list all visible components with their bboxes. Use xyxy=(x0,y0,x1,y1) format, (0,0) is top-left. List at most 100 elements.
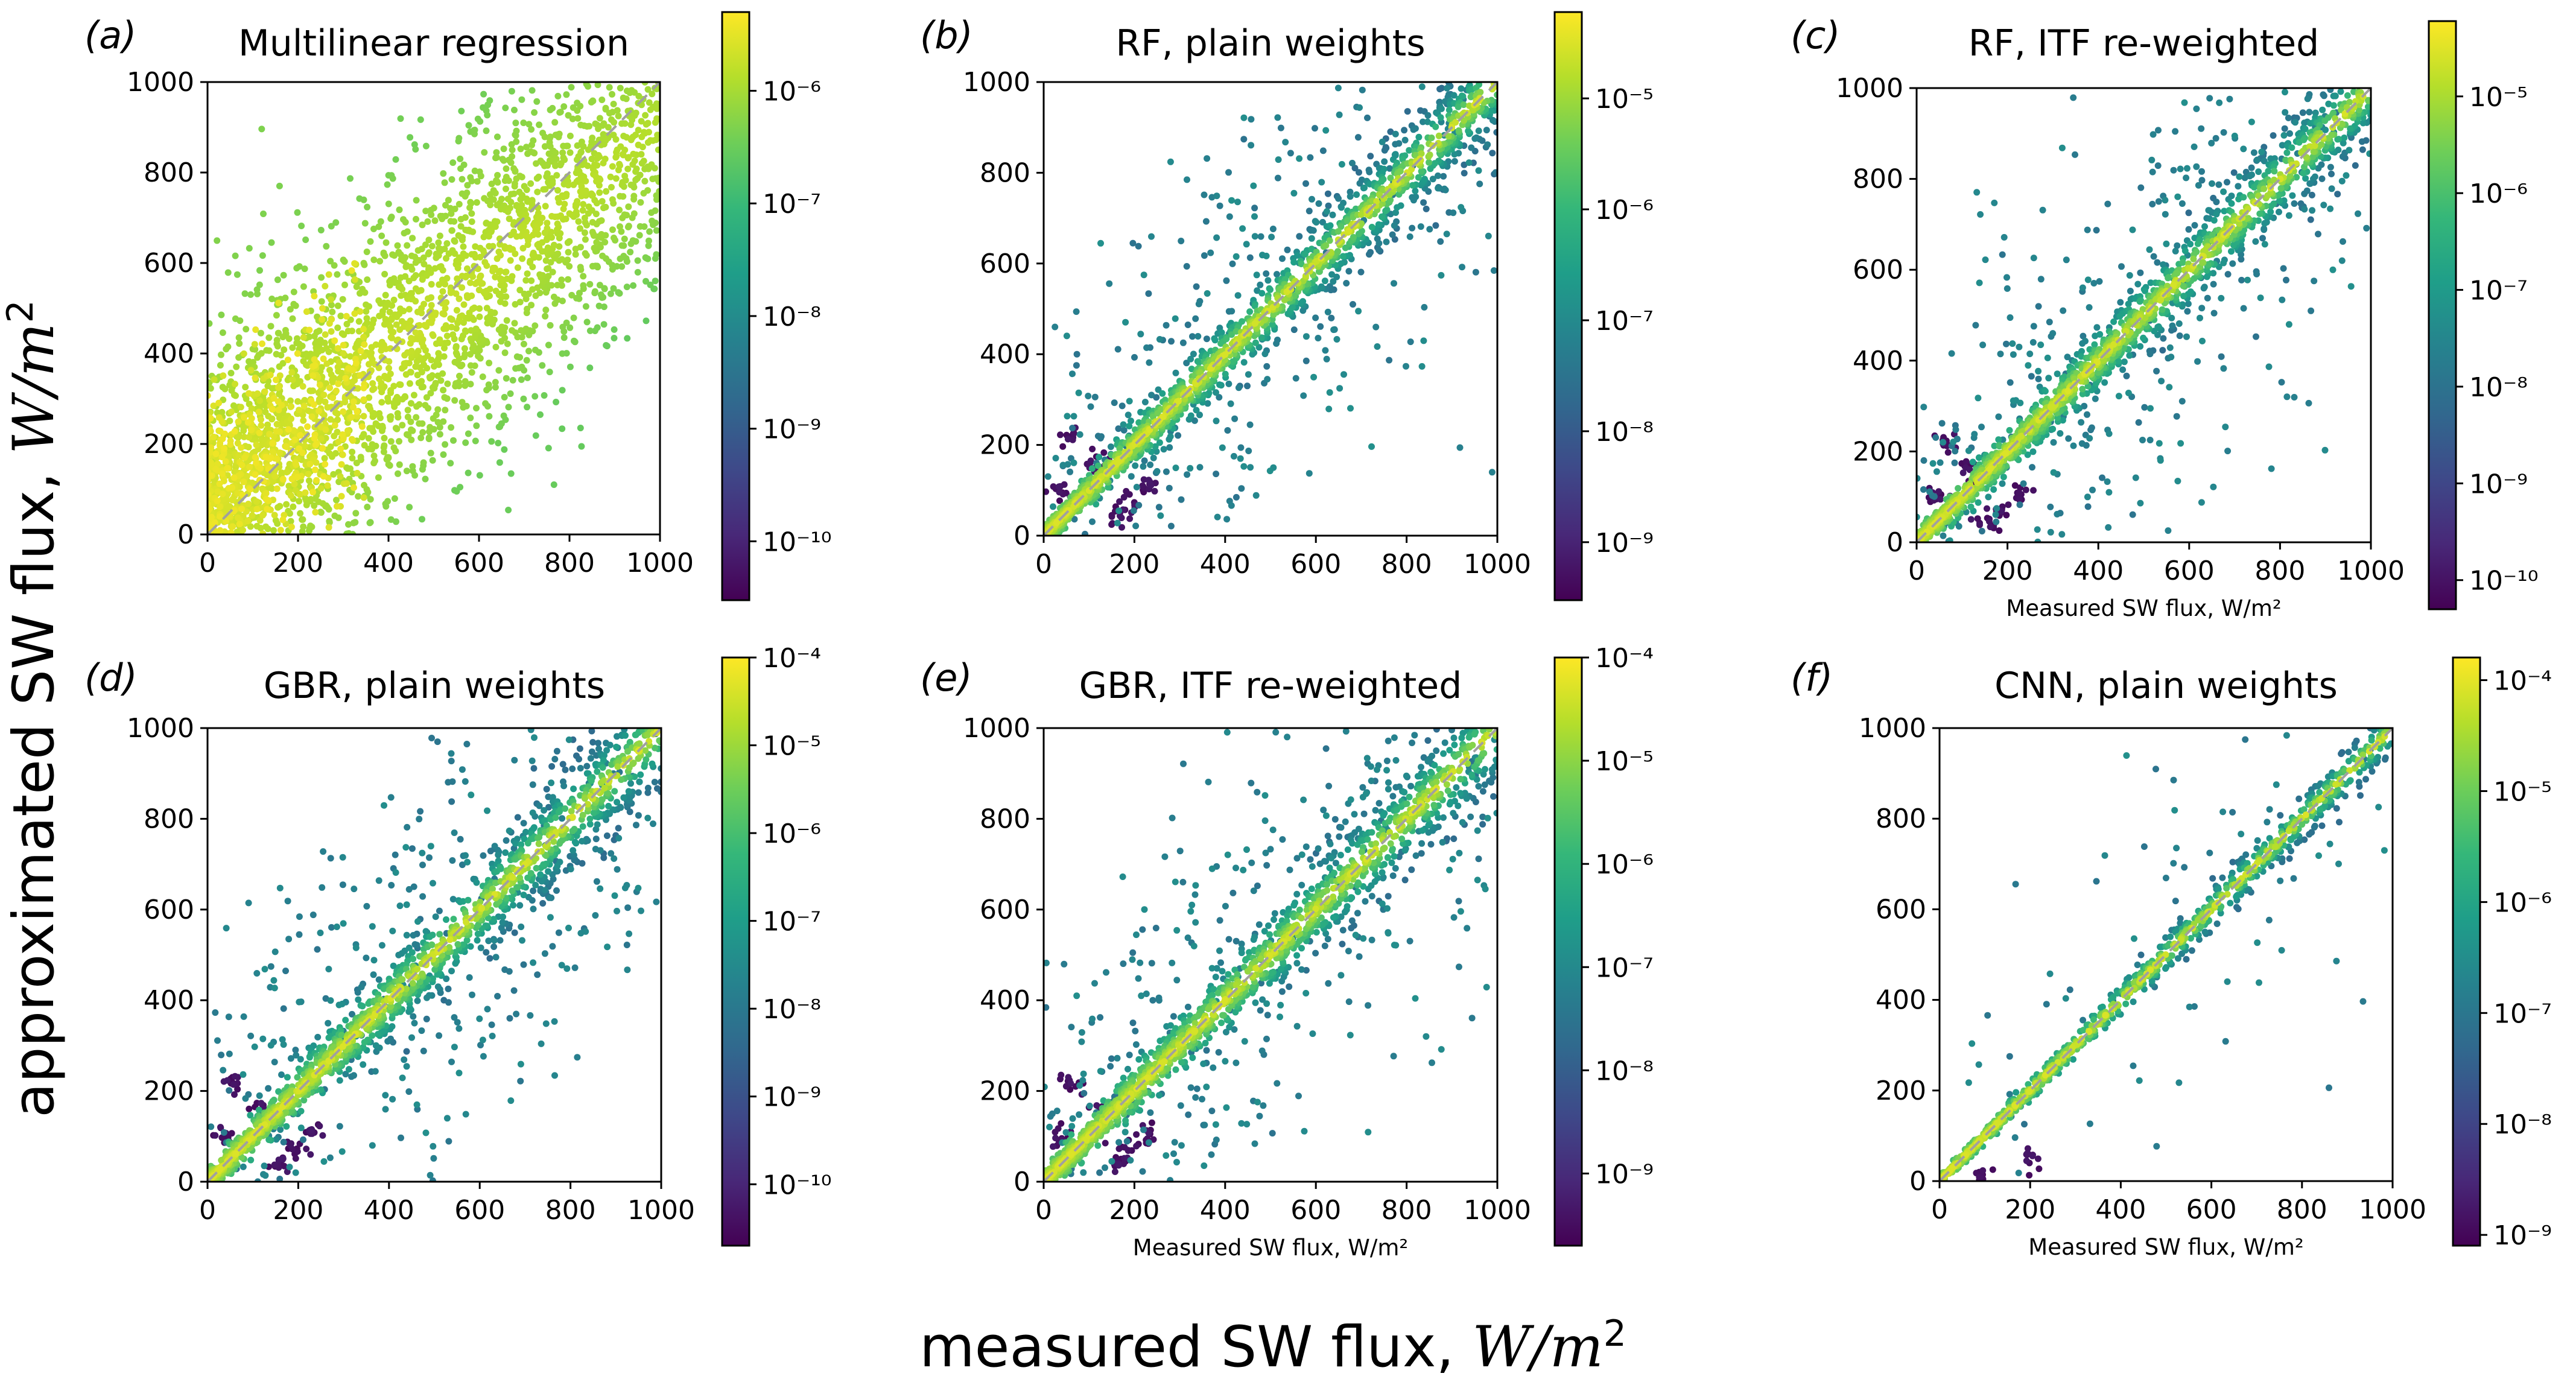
scatter-point xyxy=(637,199,644,206)
scatter-point xyxy=(1284,246,1291,253)
scatter-point xyxy=(522,277,530,284)
scatter-point xyxy=(588,156,595,162)
scatter-point xyxy=(1213,471,1220,478)
scatter-point xyxy=(462,378,469,385)
scatter-point xyxy=(275,407,282,414)
scatter-point xyxy=(531,150,538,157)
scatter-point xyxy=(548,213,556,220)
scatter-point xyxy=(354,413,360,420)
scatter-point xyxy=(1489,116,1496,124)
scatter-point xyxy=(311,332,318,340)
scatter-point xyxy=(1317,323,1324,330)
scatter-point xyxy=(217,362,224,369)
scatter-point xyxy=(334,428,341,436)
scatter-point xyxy=(1445,106,1453,113)
scatter-point xyxy=(523,357,530,364)
scatter-point xyxy=(440,418,447,425)
scatter-point xyxy=(451,358,458,366)
scatter-point xyxy=(1435,132,1442,139)
scatter-point xyxy=(439,310,446,317)
scatter-point xyxy=(652,119,659,126)
scatter-point xyxy=(259,485,266,492)
scatter-point xyxy=(424,218,431,225)
scatter-point xyxy=(224,464,231,472)
scatter-point xyxy=(335,359,343,366)
scatter-point xyxy=(1290,326,1298,334)
scatter-point xyxy=(1484,141,1491,148)
scatter-point xyxy=(635,141,642,148)
scatter-point xyxy=(504,208,512,215)
scatter-point xyxy=(473,199,480,206)
scatter-point xyxy=(568,291,576,299)
scatter-point xyxy=(271,512,278,519)
scatter-point xyxy=(1091,393,1099,401)
scatter-point xyxy=(297,426,305,433)
scatter-point xyxy=(1140,463,1147,470)
scatter-point xyxy=(1267,286,1274,293)
scatter-point xyxy=(1343,280,1350,287)
scatter-point xyxy=(1234,198,1241,206)
scatter-point xyxy=(277,527,284,534)
scatter-point xyxy=(281,346,288,353)
scatter-point xyxy=(394,242,401,249)
scatter-point xyxy=(1368,224,1375,230)
scatter-point xyxy=(279,334,287,341)
scatter-point xyxy=(457,223,465,230)
scatter-point xyxy=(1157,512,1164,519)
scatter-point xyxy=(614,107,621,114)
scatter-point xyxy=(1096,454,1103,461)
scatter-point xyxy=(1156,336,1163,343)
scatter-point xyxy=(555,133,562,141)
scatter-point xyxy=(1269,226,1277,232)
scatter-point xyxy=(421,322,428,329)
scatter-point xyxy=(582,236,589,243)
scatter-point xyxy=(1148,233,1155,240)
scatter-point xyxy=(645,242,652,249)
scatter-point xyxy=(418,309,425,317)
scatter-point xyxy=(1204,155,1211,162)
scatter-point xyxy=(462,350,469,358)
scatter-point xyxy=(600,321,608,328)
scatter-point xyxy=(1460,101,1467,109)
scatter-point xyxy=(1087,457,1094,464)
scatter-point xyxy=(427,449,434,457)
scatter-point xyxy=(212,466,220,473)
scatter-point xyxy=(1204,290,1211,297)
scatter-point xyxy=(334,345,341,352)
scatter-point xyxy=(610,285,617,292)
scatter-point xyxy=(2352,162,2359,169)
scatter-point xyxy=(229,484,236,491)
scatter-point xyxy=(654,132,660,139)
scatter-point xyxy=(644,86,652,93)
scatter-point xyxy=(381,252,389,259)
y-tick-label: 600 xyxy=(144,248,194,279)
scatter-point xyxy=(1274,114,1281,121)
scatter-point xyxy=(462,439,469,446)
scatter-point xyxy=(1451,151,1458,158)
scatter-point xyxy=(1203,335,1210,343)
scatter-point xyxy=(227,529,235,534)
scatter-point xyxy=(377,218,384,225)
scatter-point xyxy=(1378,138,1386,145)
scatter-point xyxy=(1308,235,1315,242)
scatter-point xyxy=(1403,363,1409,370)
scatter-point xyxy=(464,182,471,189)
scatter-point xyxy=(290,427,297,434)
scatter-point xyxy=(578,443,585,450)
scatter-point xyxy=(352,510,360,517)
scatter-point xyxy=(296,407,303,414)
scatter-point xyxy=(396,381,403,388)
scatter-point xyxy=(1123,487,1130,495)
scatter-point xyxy=(1315,200,1322,207)
scatter-point xyxy=(1357,268,1365,276)
scatter-point xyxy=(649,217,656,224)
scatter-point xyxy=(208,472,214,480)
scatter-point xyxy=(345,521,352,528)
colorbar-tick-label: 10⁻⁸ xyxy=(1595,417,1654,448)
scatter-point xyxy=(1347,193,1354,200)
scatter-point xyxy=(2253,333,2259,340)
scatter-point xyxy=(1093,501,1100,508)
scatter-point xyxy=(2224,179,2230,186)
scatter-point xyxy=(1326,389,1333,396)
scatter-point xyxy=(329,308,336,315)
